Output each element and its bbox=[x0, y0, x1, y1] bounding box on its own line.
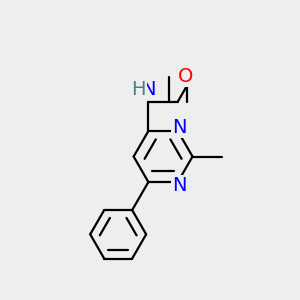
Text: O: O bbox=[178, 67, 194, 86]
Text: H: H bbox=[131, 80, 146, 99]
Text: N: N bbox=[172, 176, 187, 196]
Text: N: N bbox=[172, 118, 187, 136]
Text: N: N bbox=[141, 80, 156, 99]
